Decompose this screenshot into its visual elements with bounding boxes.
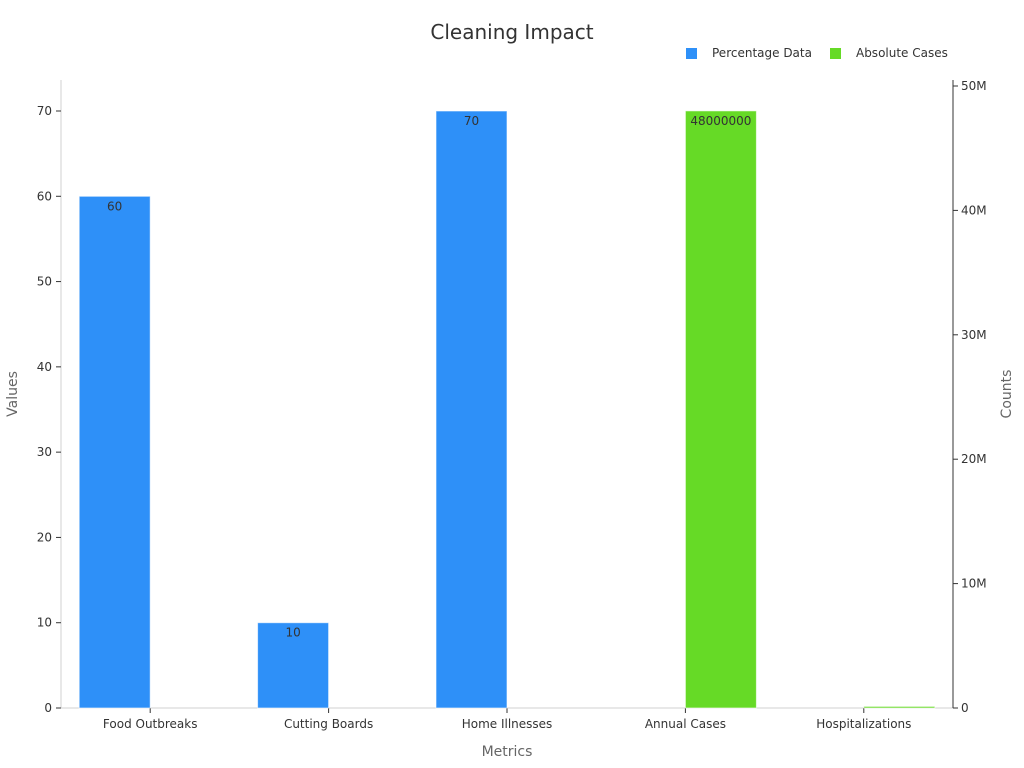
y-tick-label: 60 bbox=[37, 189, 52, 203]
bar-percentage bbox=[257, 622, 330, 709]
y-tick-label: 40 bbox=[37, 360, 52, 374]
y-tick-label: 50 bbox=[37, 275, 52, 289]
legend-swatch-absolute bbox=[829, 47, 841, 59]
x-tick-label: Hospitalizations bbox=[816, 717, 911, 731]
y2-tick-label: 50M bbox=[961, 79, 987, 93]
bar-data-label: 10 bbox=[285, 626, 300, 640]
x-axis-label: Metrics bbox=[482, 744, 533, 760]
legend-swatch-percentage bbox=[686, 47, 697, 59]
y2-tick-label: 40M bbox=[961, 203, 987, 217]
x-tick-label: Home Illnesses bbox=[462, 717, 553, 731]
x-tick-label: Food Outbreaks bbox=[103, 717, 198, 731]
y2-tick-label: 10M bbox=[961, 577, 987, 591]
chart-title: Cleaning Impact bbox=[430, 20, 594, 44]
bar-absolute bbox=[863, 705, 936, 709]
bar-data-label: 70 bbox=[464, 114, 479, 128]
y-tick-label: 0 bbox=[44, 701, 52, 715]
y-axis-label: Values bbox=[5, 371, 21, 417]
y2-axis-label: Counts bbox=[999, 370, 1015, 419]
y-tick-label: 20 bbox=[37, 530, 52, 544]
y2-tick-label: 0 bbox=[961, 701, 969, 715]
x-tick-label: Cutting Boards bbox=[284, 717, 373, 731]
x-tick-label: Annual Cases bbox=[645, 717, 726, 731]
bar-data-label: 48000000 bbox=[690, 114, 751, 128]
bar-absolute bbox=[684, 110, 757, 709]
y2-tick-label: 30M bbox=[961, 328, 987, 342]
bar-percentage bbox=[78, 195, 151, 709]
legend-label-percentage: Percentage Data bbox=[712, 46, 812, 60]
y2-tick-label: 20M bbox=[961, 452, 987, 466]
legend-label-absolute: Absolute Cases bbox=[855, 46, 948, 60]
legend-item-percentage[interactable]: Percentage Data bbox=[686, 46, 812, 60]
bar-data-label: 60 bbox=[107, 199, 122, 213]
legend: Percentage Data Absolute Cases bbox=[686, 46, 966, 60]
y-tick-label: 10 bbox=[37, 616, 52, 630]
bar-percentage bbox=[435, 110, 508, 709]
y-tick-label: 30 bbox=[37, 445, 52, 459]
legend-item-absolute[interactable]: Absolute Cases bbox=[829, 46, 948, 60]
y-tick-label: 70 bbox=[37, 104, 52, 118]
